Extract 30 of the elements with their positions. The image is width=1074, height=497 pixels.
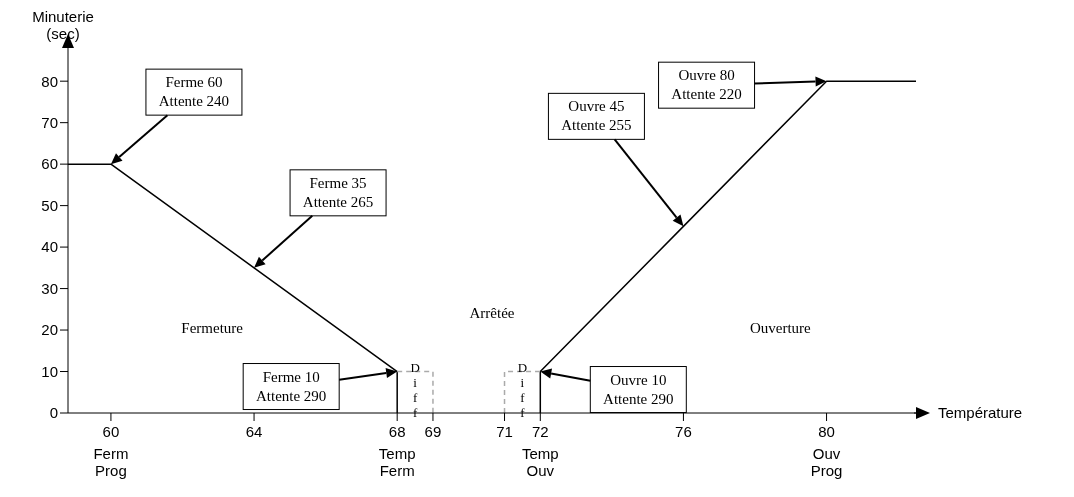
y-tick-label: 70 — [41, 113, 58, 131]
x-axis-title: Température — [938, 404, 1023, 421]
y-tick-label: 60 — [41, 155, 58, 173]
y-tick-label: 0 — [49, 404, 58, 422]
x-tick-label: 76 — [675, 423, 692, 440]
annotation: Diff — [517, 359, 528, 420]
annotation: Ouverture — [749, 319, 812, 336]
x-tick-label: 72 Temp Ouv — [521, 423, 559, 479]
annotation: Diff — [410, 359, 420, 420]
y-tick-label: 30 — [41, 279, 58, 297]
x-tick-label: 60 Ferm Prog — [93, 423, 129, 479]
annotation: Ferme 60 Attente 240 — [158, 74, 230, 110]
annotation: Ouvre 10 Attente 290 — [603, 371, 674, 407]
x-tick-label: 68 Temp Ferm — [378, 423, 416, 479]
y-tick-label: 20 — [41, 321, 58, 339]
annotation: Ferme 10 Attente 290 — [255, 368, 327, 404]
x-tick-label: 71 — [496, 423, 513, 440]
annotation: Ferme 35 Attente 265 — [302, 174, 374, 210]
annotation: Fermeture — [181, 319, 244, 336]
x-tick-label: 80 Ouv Prog — [810, 423, 843, 479]
annotation: Ouvre 80 Attente 220 — [671, 67, 742, 103]
y-axis-title: Minuterie (sec) — [32, 8, 94, 42]
annotation: Ouvre 45 Attente 255 — [561, 98, 632, 134]
y-tick-label: 80 — [41, 72, 58, 90]
y-tick-label: 10 — [41, 362, 58, 380]
x-tick-label: 64 — [245, 423, 263, 440]
y-tick-label: 50 — [41, 196, 58, 214]
annotation: Arrêtée — [469, 305, 515, 322]
x-tick-label: 69 — [424, 423, 442, 440]
y-tick-label: 40 — [41, 238, 58, 256]
